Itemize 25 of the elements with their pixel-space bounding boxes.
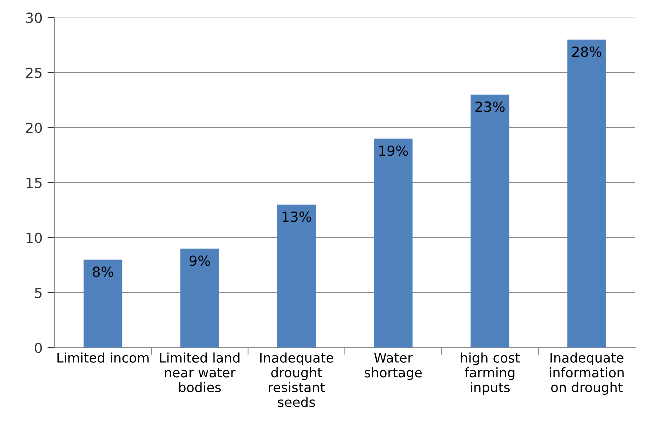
data-label: 9%	[190, 256, 210, 266]
data-label: 23%	[476, 102, 505, 112]
x-tick-label: Inadequate drought resistant seeds	[260, 352, 334, 408]
bar	[568, 40, 606, 348]
bar	[277, 204, 316, 348]
x-tick-label: Limited incom	[58, 352, 149, 363]
y-tick-label: 25	[26, 68, 42, 78]
y-tick-label: 30	[26, 12, 42, 24]
x-tick-label: high cost farming inputs	[461, 352, 520, 396]
x-tick-label: Water shortage	[364, 353, 422, 380]
bar	[470, 94, 510, 348]
y-tick-label: 0	[35, 342, 42, 354]
y-tick-label: 20	[26, 122, 42, 134]
bar	[374, 138, 413, 348]
data-label: 19%	[380, 146, 408, 156]
bar	[84, 260, 123, 348]
x-tick-label: Limited land near water bodies	[160, 352, 240, 393]
bar	[180, 248, 220, 348]
y-tick-label: 10	[26, 232, 42, 244]
y-tick-label: 15	[26, 178, 42, 188]
data-label: 13%	[282, 212, 312, 222]
x-tick-label: Inadequate information on drought	[550, 352, 624, 396]
data-label: 8%	[93, 266, 114, 278]
data-label: 28%	[572, 46, 602, 58]
y-tick-label: 5	[35, 288, 42, 298]
